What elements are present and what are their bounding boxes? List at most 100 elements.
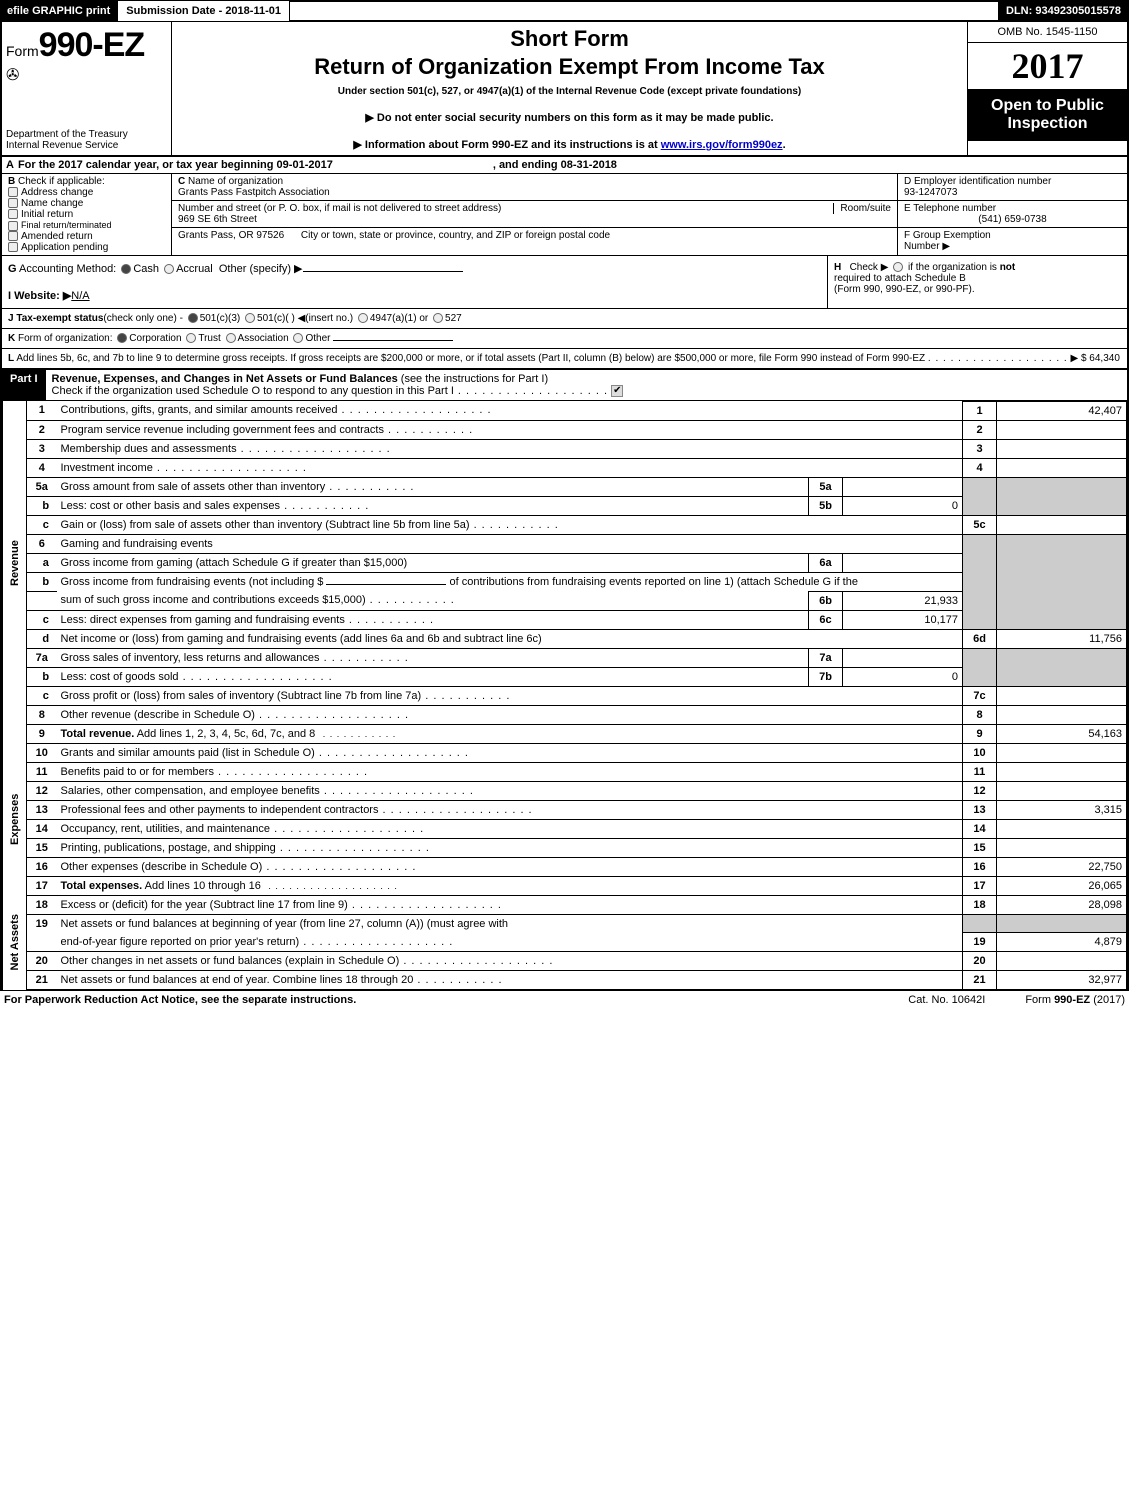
chk-final-return[interactable] xyxy=(8,221,18,231)
box-14: 14 xyxy=(963,819,997,838)
form-number: Form990-EZ xyxy=(6,26,167,65)
chk-address-change[interactable] xyxy=(8,187,18,197)
opt-other-org: Other xyxy=(305,333,330,344)
val-11 xyxy=(997,762,1127,781)
form-footer: Form 990-EZ (2017) xyxy=(1025,994,1125,1006)
desc-2: Program service revenue including govern… xyxy=(61,424,384,436)
radio-trust[interactable] xyxy=(186,333,196,343)
ln-7b: b xyxy=(27,667,57,686)
desc-9: Total revenue. xyxy=(61,728,135,740)
val-4 xyxy=(997,458,1127,477)
box-12: 12 xyxy=(963,781,997,800)
chk-amended-return[interactable] xyxy=(8,231,18,241)
ln-10: 10 xyxy=(27,743,57,762)
mval-5a xyxy=(843,477,963,496)
radio-4947[interactable] xyxy=(358,313,368,323)
mval-6a xyxy=(843,553,963,572)
desc-16: Other expenses (describe in Schedule O) xyxy=(61,861,263,873)
ln-2: 2 xyxy=(27,420,57,439)
desc-17b: Add lines 10 through 16 xyxy=(142,880,261,892)
org-city: Grants Pass, OR 97526 xyxy=(178,230,284,241)
mval-6c: 10,177 xyxy=(843,610,963,629)
phone-value: (541) 659-0738 xyxy=(904,214,1121,225)
ln-6d: d xyxy=(27,629,57,648)
part-i-table: Revenue 1Contributions, gifts, grants, a… xyxy=(2,401,1127,991)
chk-schedule-o[interactable] xyxy=(611,385,623,397)
val-2 xyxy=(997,420,1127,439)
box-5c: 5c xyxy=(963,515,997,534)
dots-l xyxy=(928,353,1068,364)
box-20: 20 xyxy=(963,952,997,971)
box-6d: 6d xyxy=(963,629,997,648)
radio-corporation[interactable] xyxy=(117,333,127,343)
line-l-label: L xyxy=(8,353,14,364)
mini-6a: 6a xyxy=(809,553,843,572)
ln-11: 11 xyxy=(27,762,57,781)
radio-501c3[interactable] xyxy=(188,313,198,323)
val-13: 3,315 xyxy=(997,800,1127,819)
mval-6b: 21,933 xyxy=(843,591,963,610)
opt-final-return: Final return/terminated xyxy=(21,220,112,230)
desc-6a: Gross income from gaming (attach Schedul… xyxy=(57,553,809,572)
form-prefix: Form xyxy=(6,43,39,59)
mval-5b: 0 xyxy=(843,496,963,515)
opt-accrual: Accrual xyxy=(176,263,213,275)
chk-application-pending[interactable] xyxy=(8,242,18,252)
radio-cash[interactable] xyxy=(121,264,131,274)
desc-7c: Gross profit or (loss) from sales of inv… xyxy=(61,690,422,702)
radio-527[interactable] xyxy=(433,313,443,323)
subtitle-section: Under section 501(c), 527, or 4947(a)(1)… xyxy=(180,86,959,97)
radio-h-check[interactable] xyxy=(893,262,903,272)
desc-5b: Less: cost or other basis and sales expe… xyxy=(61,500,281,512)
check-only-one: (check only one) - xyxy=(103,313,185,324)
box-16: 16 xyxy=(963,857,997,876)
website-label: Website: ▶ xyxy=(14,290,71,302)
fundraising-amount-input[interactable] xyxy=(326,584,446,585)
radio-other-org[interactable] xyxy=(293,333,303,343)
opt-501c3: 501(c)(3) xyxy=(200,313,241,324)
other-specify-input[interactable] xyxy=(303,271,463,272)
val-1: 42,407 xyxy=(997,401,1127,420)
val-7c xyxy=(997,686,1127,705)
form990ez-link[interactable]: www.irs.gov/form990ez xyxy=(661,139,783,151)
efile-print-button[interactable]: efile GRAPHIC print xyxy=(0,0,117,22)
val-10 xyxy=(997,743,1127,762)
line-f-label: F xyxy=(904,230,910,241)
mval-7b: 0 xyxy=(843,667,963,686)
line-a-end: , and ending 08-31-2018 xyxy=(493,159,617,171)
other-org-input[interactable] xyxy=(333,340,453,341)
opt-other-specify: Other (specify) ▶ xyxy=(219,263,303,275)
box-4: 4 xyxy=(963,458,997,477)
topbar-spacer xyxy=(290,0,998,22)
opt-association: Association xyxy=(238,333,289,344)
desc-6d: Net income or (loss) from gaming and fun… xyxy=(57,629,963,648)
radio-accrual[interactable] xyxy=(164,264,174,274)
website-value: N/A xyxy=(71,290,89,302)
desc-18: Excess or (deficit) for the year (Subtra… xyxy=(61,899,348,911)
ln-1: 1 xyxy=(27,401,57,420)
line-g-label: G xyxy=(8,263,17,275)
desc-1: Contributions, gifts, grants, and simila… xyxy=(61,404,338,416)
box-21: 21 xyxy=(963,971,997,990)
mini-6c: 6c xyxy=(809,610,843,629)
line-b-label: B xyxy=(8,176,15,187)
tax-exempt-label: Tax-exempt status xyxy=(16,313,103,324)
desc-19b: end-of-year figure reported on prior yea… xyxy=(61,936,300,948)
val-18: 28,098 xyxy=(997,895,1127,914)
radio-association[interactable] xyxy=(226,333,236,343)
treasury-seal-icon: ✇ xyxy=(6,65,167,85)
chk-initial-return[interactable] xyxy=(8,209,18,219)
desc-6: Gaming and fundraising events xyxy=(57,534,963,553)
chk-name-change[interactable] xyxy=(8,198,18,208)
desc-21: Net assets or fund balances at end of ye… xyxy=(61,974,414,986)
ln-16: 16 xyxy=(27,857,57,876)
h-check: Check ▶ xyxy=(850,262,889,273)
ln-5c: c xyxy=(27,515,57,534)
radio-501c[interactable] xyxy=(245,313,255,323)
mval-7a xyxy=(843,648,963,667)
desc-3: Membership dues and assessments xyxy=(61,443,237,455)
open-line2: Inspection xyxy=(972,115,1123,133)
desc-7a: Gross sales of inventory, less returns a… xyxy=(61,652,320,664)
note-ssn: ▶ Do not enter social security numbers o… xyxy=(180,111,959,124)
val-14 xyxy=(997,819,1127,838)
